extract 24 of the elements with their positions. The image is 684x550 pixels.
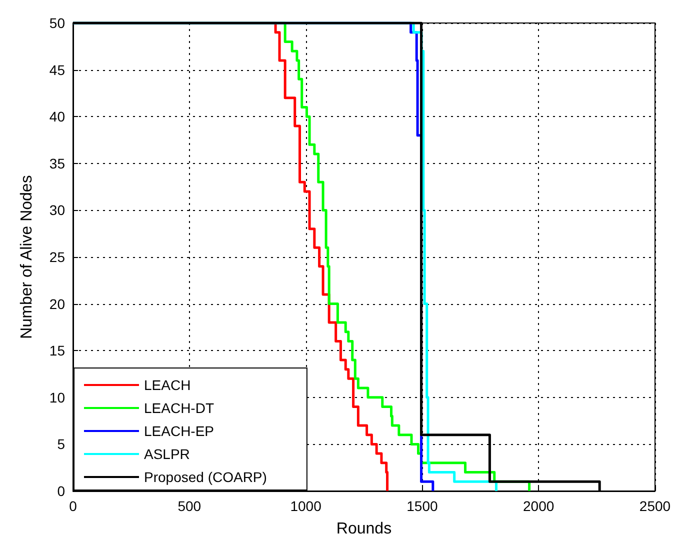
y-tick-label: 50 — [49, 15, 66, 31]
y-tick-label: 15 — [49, 342, 66, 359]
legend-label: LEACH-EP — [144, 423, 214, 439]
y-tick-label: 30 — [49, 202, 66, 218]
legend-label: LEACH-DT — [144, 400, 214, 416]
y-tick-label: 5 — [57, 436, 66, 452]
x-tick-label: 0 — [69, 498, 78, 514]
y-tick-label: 40 — [49, 108, 66, 125]
y-tick-label: 0 — [57, 483, 66, 499]
x-axis-title: Rounds — [336, 520, 392, 538]
x-tick-label: 500 — [178, 498, 202, 514]
x-tick-label: 2500 — [639, 498, 671, 514]
y-tick-label: 45 — [49, 62, 66, 78]
x-tick-label: 2000 — [523, 498, 554, 514]
legend-label: LEACH — [144, 377, 191, 393]
y-tick-label: 10 — [49, 389, 66, 406]
y-tick-label: 20 — [49, 296, 66, 312]
legend-label: Proposed (COARP) — [144, 469, 267, 485]
x-tick-label: 1500 — [406, 498, 438, 514]
x-tick-label: 1000 — [290, 498, 322, 514]
y-tick-label: 35 — [49, 155, 66, 172]
y-axis-title: Number of Alive Nodes — [18, 175, 36, 339]
legend-label: ASLPR — [144, 446, 190, 462]
y-tick-label: 25 — [49, 249, 66, 265]
